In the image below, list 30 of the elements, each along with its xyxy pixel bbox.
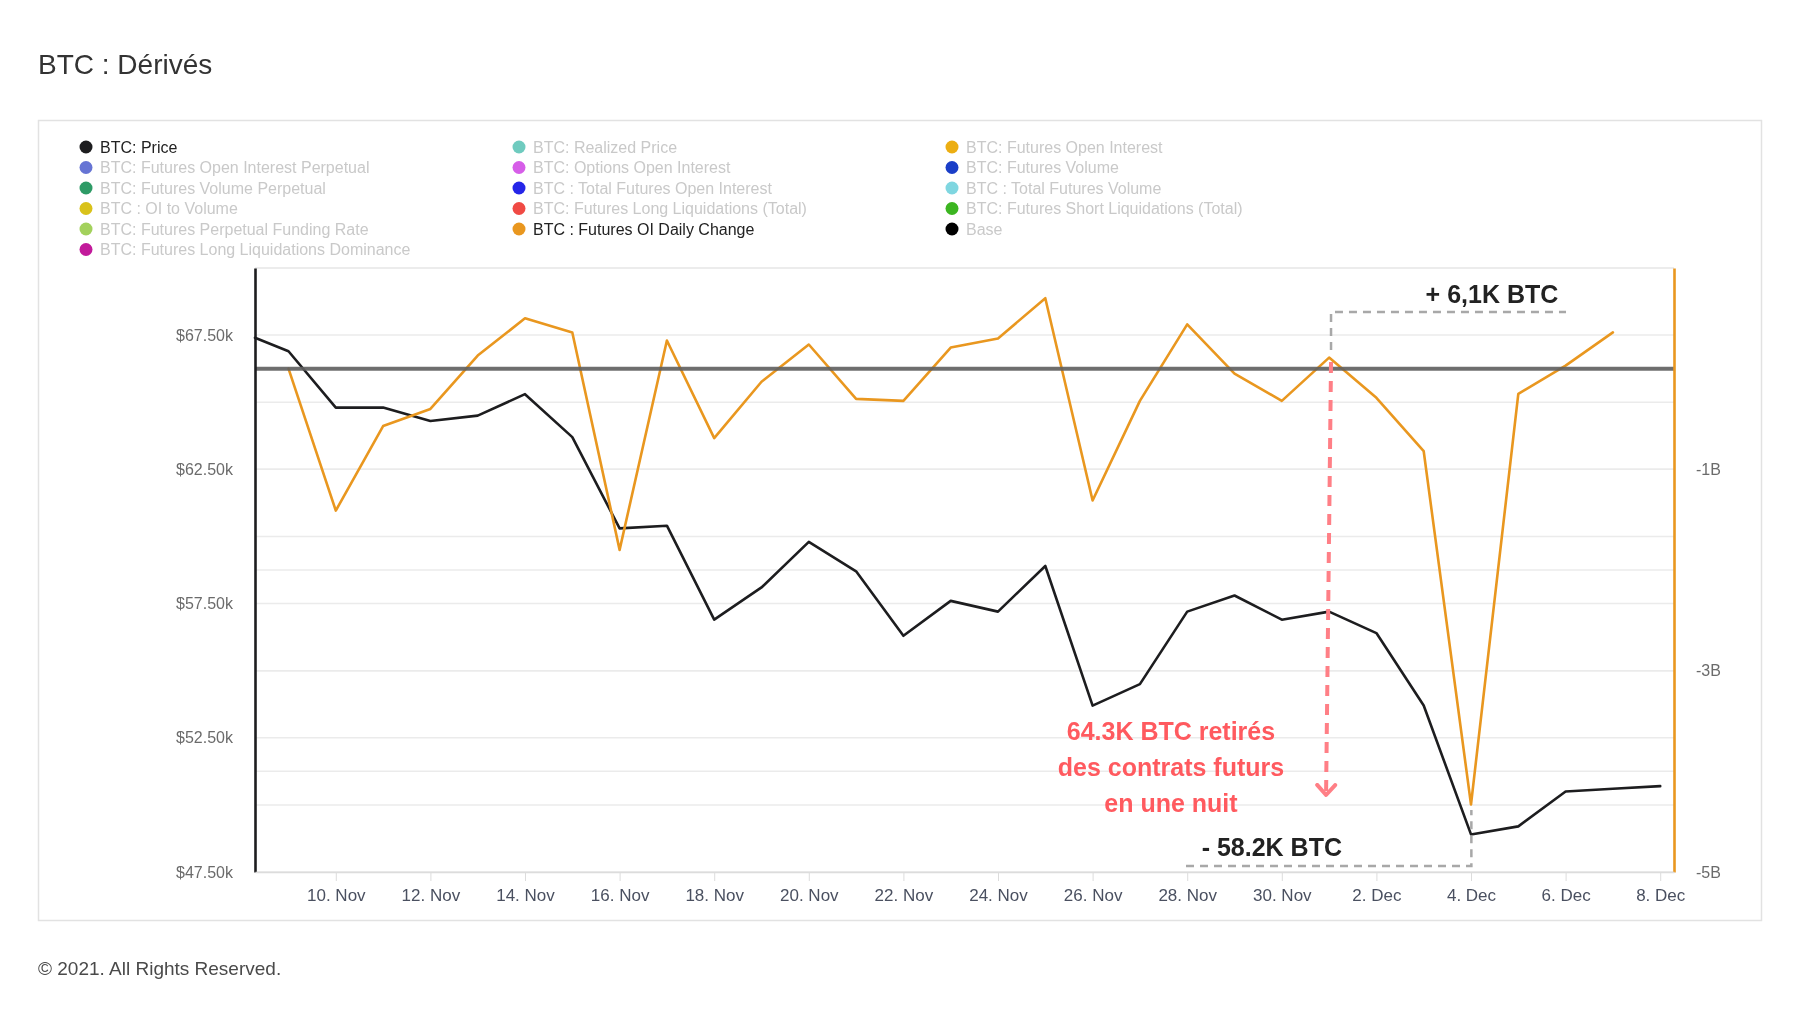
x-tick-label: 12. Nov [401, 886, 461, 906]
x-tick-label: 8. Dec [1636, 886, 1686, 906]
legend-label: BTC: Price [100, 138, 178, 156]
annotation: - 58.2K BTC [1201, 832, 1343, 861]
x-tick-label: 10. Nov [307, 886, 367, 906]
x-tick-label: 28. Nov [1158, 886, 1218, 906]
x-tick-label: 4. Dec [1446, 886, 1497, 906]
x-tick-label: 20. Nov [780, 886, 840, 906]
y2-tick-label: -5B [1696, 863, 1721, 881]
x-tick-label: 16. Nov [590, 886, 650, 906]
y-tick-label: $47.50k [176, 863, 234, 881]
annotation: 64.3K BTC retirés des contrats futurs en une nuit [1057, 717, 1285, 818]
x-tick-label: 26. Nov [1063, 886, 1123, 906]
x-tick-label: 30. Nov [1253, 886, 1313, 906]
y-tick-label: $52.50k [176, 729, 234, 747]
y2-tick-label: -1B [1696, 460, 1721, 478]
x-tick-label: 2. Dec [1352, 886, 1402, 906]
annotation: + 6,1K BTC [1425, 280, 1559, 309]
x-tick-label: 22. Nov [874, 886, 934, 906]
x-tick-label: 18. Nov [685, 886, 745, 906]
y-tick-label: $67.50k [176, 326, 234, 344]
y-tick-label: $57.50k [176, 595, 234, 613]
y-tick-label: $62.50k [176, 460, 234, 478]
text: © 2021. All Rights Reserved. [38, 958, 282, 979]
y2-tick-label: -3B [1696, 662, 1721, 680]
legend-label: BTC : Futures OI Daily Change [533, 220, 755, 238]
x-tick-label: 6. Dec [1541, 886, 1592, 906]
x-tick-label: 24. Nov [969, 886, 1029, 906]
x-tick-label: 14. Nov [496, 886, 556, 906]
chart-title: BTC : Dérivés [38, 49, 213, 80]
